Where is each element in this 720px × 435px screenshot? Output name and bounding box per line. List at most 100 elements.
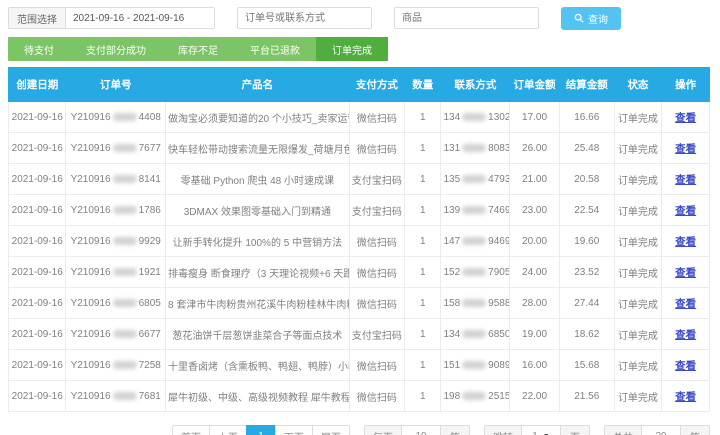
order-number: Y210916 7681 [65, 380, 166, 412]
search-button[interactable]: 查询 [561, 6, 621, 30]
redacted-text [462, 143, 487, 152]
prev-page-button[interactable]: 上页 [209, 425, 247, 435]
redacted-text [112, 236, 137, 245]
operation: 查看 [661, 256, 710, 288]
jump-group: 跳转 1 ▼ 页 [484, 425, 590, 435]
operation: 查看 [661, 225, 710, 257]
quantity: 1 [404, 318, 442, 350]
payment-method: 微信扫码 [348, 287, 406, 319]
product-name: 犀牛初级、中级、高级视频教程 犀牛教程 [165, 380, 350, 412]
view-link[interactable]: 查看 [675, 359, 697, 372]
redacted-text [112, 174, 137, 183]
settle-amount: 23.52 [558, 256, 615, 288]
view-link[interactable]: 查看 [675, 390, 697, 403]
next-page-button[interactable]: 下页 [275, 425, 313, 435]
range-select-label: 范围选择 [8, 7, 65, 29]
product-search-input[interactable] [394, 7, 539, 29]
table-row: 2021-09-16 Y210916 7681 犀牛初级、中级、高级视频教程 犀牛教程… [7, 380, 710, 412]
tab-2[interactable]: 支付部分成功 [86, 45, 146, 57]
view-link[interactable]: 查看 [675, 235, 697, 248]
view-link[interactable]: 查看 [675, 204, 697, 217]
order-number: Y210916 7258 [65, 349, 166, 381]
settle-amount: 27.44 [558, 287, 615, 319]
order-amount: 24.00 [509, 256, 560, 288]
order-amount: 21.00 [509, 163, 560, 195]
order-amount: 16.00 [509, 349, 560, 381]
redacted-text [112, 298, 137, 307]
date-range-input[interactable] [65, 7, 215, 29]
payment-method: 微信扫码 [348, 225, 406, 257]
product-name: 做淘宝必须要知道的20 个小技巧_卖家运营电商论坛 [165, 101, 350, 133]
pagination: 首页 上页 1 下页 尾页 每页 10 笔 跳转 1 ▼ 页 总共 29 笔 [0, 425, 710, 435]
view-link[interactable]: 查看 [675, 266, 697, 279]
status-tabs: 待支付 支付部分成功 库存不足 平台已退款 订单完成 [8, 37, 388, 61]
create-date: 2021-09-16 [7, 225, 67, 257]
operation: 查看 [661, 287, 710, 319]
order-amount: 22.00 [509, 380, 560, 412]
jump-label: 跳转 [484, 425, 522, 435]
view-link[interactable]: 查看 [675, 173, 697, 186]
product-name: 葱花油饼千层葱饼韭菜合子等面点技术 [165, 318, 350, 350]
redacted-text [462, 236, 487, 245]
operation: 查看 [661, 194, 710, 226]
tab-3[interactable]: 库存不足 [178, 45, 218, 57]
search-icon [574, 13, 584, 23]
payment-method: 支付宝扫码 [348, 318, 406, 350]
orders-table: 创建日期 订单号 产品名 支付方式 数量 联系方式 订单金额 结算金额 状态 操作 2021-09… [7, 67, 710, 412]
pager: 首页 上页 1 下页 尾页 [172, 425, 350, 435]
order-number: Y210916 6677 [65, 318, 166, 350]
chevron-down-icon: ▼ [543, 433, 550, 435]
date-range-group: 范围选择 [8, 7, 215, 29]
operation: 查看 [661, 318, 710, 350]
view-link[interactable]: 查看 [675, 142, 697, 155]
order-number: Y210916 6805 [65, 287, 166, 319]
tab-1[interactable]: 待支付 [24, 45, 54, 57]
table-body: 2021-09-16 Y210916 4408 做淘宝必须要知道的20 个小技巧_卖家… [7, 101, 710, 412]
status-text: 订单完成 [613, 163, 663, 195]
operation: 查看 [661, 349, 710, 381]
create-date: 2021-09-16 [7, 194, 67, 226]
column-header-10: 操作 [661, 67, 710, 102]
product-name: 让新手转化提升 100%的 5 中营销方法 [165, 225, 350, 257]
payment-method: 支付宝扫码 [348, 163, 406, 195]
payment-method: 微信扫码 [348, 101, 406, 133]
contact-phone: 131 8083 [440, 132, 511, 164]
order-amount: 17.00 [509, 101, 560, 133]
current-page-button[interactable]: 1 [246, 425, 276, 435]
redacted-text [112, 267, 137, 276]
first-page-button[interactable]: 首页 [172, 425, 210, 435]
column-header-7: 订单金额 [509, 67, 560, 102]
total-count: 29 [641, 425, 681, 435]
payment-method: 微信扫码 [348, 256, 406, 288]
redacted-text [112, 143, 137, 152]
order-number: Y210916 1786 [65, 194, 166, 226]
last-page-button[interactable]: 尾页 [312, 425, 350, 435]
jump-page-select[interactable]: 1 ▼ [521, 425, 561, 435]
view-link[interactable]: 查看 [675, 297, 697, 310]
status-text: 订单完成 [613, 101, 663, 133]
order-amount: 23.00 [509, 194, 560, 226]
quantity: 1 [404, 163, 442, 195]
view-link[interactable]: 查看 [675, 328, 697, 341]
view-link[interactable]: 查看 [675, 111, 697, 124]
order-amount: 19.00 [509, 318, 560, 350]
status-text: 订单完成 [613, 287, 663, 319]
tab-5[interactable]: 订单完成 [316, 37, 388, 61]
order-number: Y210916 8141 [65, 163, 166, 195]
product-name: 零基础 Python 爬虫 48 小时速成课 [165, 163, 350, 195]
redacted-text [462, 174, 487, 183]
tab-4[interactable]: 平台已退款 [250, 45, 300, 57]
column-header-5: 数量 [404, 67, 442, 102]
order-search-input[interactable] [237, 7, 372, 29]
settle-amount: 15.68 [558, 349, 615, 381]
per-page-input[interactable]: 10 [401, 425, 441, 435]
total-unit: 笔 [680, 425, 710, 435]
redacted-text [462, 112, 487, 121]
contact-phone: 135 4793 [440, 163, 511, 195]
settle-amount: 21.56 [558, 380, 615, 412]
operation: 查看 [661, 101, 710, 133]
order-number: Y210916 7677 [65, 132, 166, 164]
contact-phone: 152 7905 [440, 256, 511, 288]
table-row: 2021-09-16 Y210916 8141 零基础 Python 爬虫 48 小时… [7, 163, 710, 195]
settle-amount: 22.54 [558, 194, 615, 226]
